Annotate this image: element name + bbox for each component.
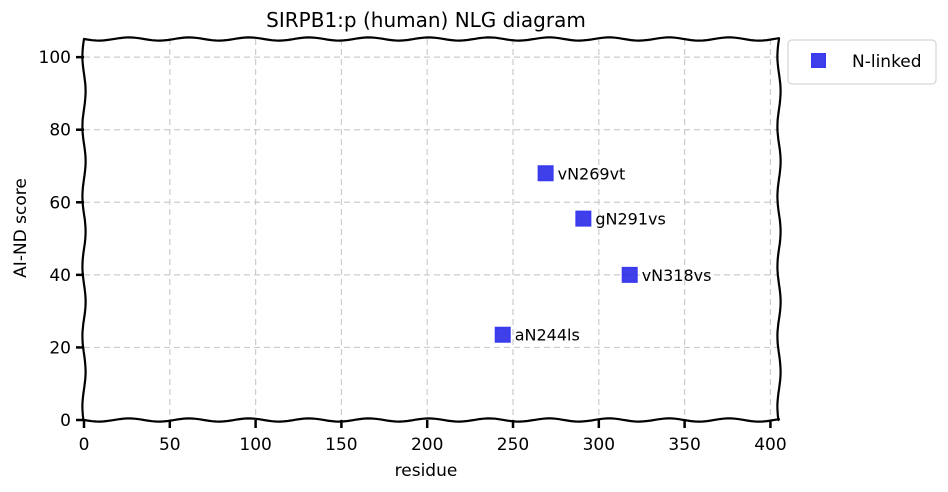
chart-title: SIRPB1:p (human) NLG diagram: [266, 8, 586, 32]
x-tick-label: 100: [239, 435, 271, 455]
data-point-marker: [575, 210, 592, 227]
data-point-label: gN291vs: [595, 210, 665, 229]
y-tick-label: 80: [49, 121, 71, 141]
x-axis-title: residue: [395, 461, 458, 481]
point-labels: aN244ls vN269vt gN291vs vN318vs: [515, 164, 712, 344]
frame-top: [82, 36, 781, 42]
y-tick-label: 40: [49, 266, 71, 286]
x-tick-label: 150: [325, 435, 357, 455]
data-point-marker: [621, 266, 638, 283]
plot-frame: [81, 36, 782, 423]
x-tick-label: 0: [79, 435, 90, 455]
data-point-marker: [537, 165, 554, 182]
data-point-marker: [494, 326, 511, 343]
legend: N-linked: [787, 39, 937, 85]
x-tick-label: 200: [411, 435, 443, 455]
y-axis-title: AI-ND score: [11, 178, 31, 278]
data-point-label: aN244ls: [515, 326, 580, 345]
frame-left: [81, 37, 87, 422]
y-tick-label: 100: [39, 48, 71, 68]
x-tick-label: 350: [668, 435, 700, 455]
y-tick-label: 60: [49, 193, 71, 213]
x-tick-label: 250: [497, 435, 529, 455]
legend-label-n-linked: N-linked: [852, 52, 922, 72]
y-tick-label: 20: [49, 338, 71, 358]
frame-bottom: [82, 417, 781, 423]
x-tick-label: 300: [583, 435, 615, 455]
axis-ticks: 0 50 100 150 200 250 300 350 400 0 20 40 60 80 100: [39, 48, 787, 455]
data-point-label: vN269vt: [558, 164, 626, 183]
data-point-label: vN318vs: [642, 266, 712, 285]
grid-lines: [84, 39, 779, 420]
legend-frame: [787, 39, 937, 85]
y-tick-label: 0: [60, 411, 71, 431]
frame-right: [776, 37, 782, 422]
x-tick-label: 50: [159, 435, 181, 455]
data-markers: [494, 165, 638, 343]
legend-marker-n-linked: [811, 53, 826, 68]
x-tick-label: 400: [754, 435, 786, 455]
